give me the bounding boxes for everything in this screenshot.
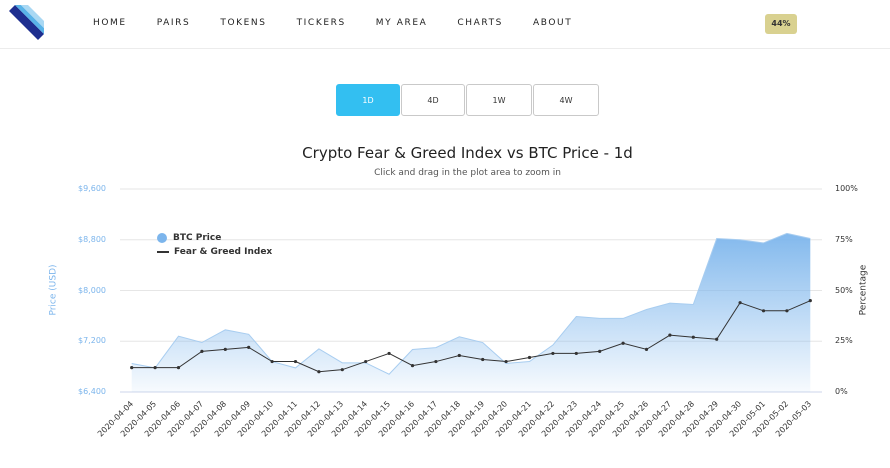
nav-pairs[interactable]: PAIRS <box>156 18 191 28</box>
y-tick-left: $6,400 <box>78 387 106 396</box>
range-1d-button[interactable]: 1D <box>336 84 400 116</box>
fear-greed-point <box>176 366 181 370</box>
logo-icon[interactable] <box>6 5 44 43</box>
nav-about[interactable]: ABOUT <box>532 18 573 28</box>
y-tick-left: $8,000 <box>78 285 106 295</box>
fear-greed-point <box>691 335 695 339</box>
fear-greed-point <box>223 347 227 351</box>
fear-greed-point <box>247 345 251 349</box>
fear-greed-point <box>153 366 157 370</box>
legend-item-fng[interactable]: Fear & Greed Index <box>157 245 272 259</box>
fear-greed-point <box>644 347 649 351</box>
legend-btc-label: BTC Price <box>173 233 222 243</box>
fear-greed-point <box>130 366 134 370</box>
y-tick-right: 0% <box>835 387 848 396</box>
fear-greed-line <box>131 300 811 373</box>
fear-greed-point <box>504 359 508 364</box>
fear-greed-point <box>434 359 438 364</box>
fear-greed-point <box>481 357 485 362</box>
y-tick-left: $7,200 <box>78 336 106 346</box>
fear-greed-point <box>621 341 625 345</box>
range-4d-button[interactable]: 4D <box>401 84 465 116</box>
y-tick-left: $8,800 <box>78 234 106 244</box>
y-axis-left-title: Price (USD) <box>48 264 59 316</box>
y-tick-left: $9,600 <box>78 184 106 193</box>
legend-fng-marker <box>157 251 169 253</box>
chart-title: Crypto Fear & Greed Index vs BTC Price -… <box>302 144 633 162</box>
fear-greed-point <box>785 309 789 313</box>
fear-greed-point <box>200 349 204 353</box>
y-axis-right-title: Percentage <box>858 264 869 316</box>
fear-greed-point <box>808 299 812 303</box>
fear-greed-point <box>293 359 298 364</box>
legend-btc-marker <box>157 233 167 243</box>
fear-greed-point <box>668 333 672 337</box>
nav-charts[interactable]: CHARTS <box>457 18 503 28</box>
btc-price-line <box>131 232 811 375</box>
nav-tokens[interactable]: TOKENS <box>220 18 267 28</box>
fear-greed-point <box>340 368 344 372</box>
chart-plot-area[interactable] <box>0 180 890 468</box>
fear-greed-point <box>738 301 742 305</box>
nav-tickers[interactable]: TICKERS <box>296 18 346 28</box>
legend-item-btc[interactable]: BTC Price <box>157 231 272 245</box>
fear-greed-point <box>387 351 391 356</box>
fear-greed-point <box>410 364 415 368</box>
fear-greed-point <box>457 353 461 358</box>
top-navbar: HOME PAIRS TOKENS TICKERS MY AREA CHARTS… <box>0 0 890 49</box>
nav-my-area[interactable]: MY AREA <box>375 18 428 28</box>
main-menu: HOME PAIRS TOKENS TICKERS MY AREA CHARTS… <box>93 18 602 28</box>
y-tick-right: 50% <box>835 285 853 295</box>
y-tick-right: 100% <box>835 184 858 193</box>
fear-greed-point <box>598 349 602 353</box>
fear-greed-point <box>270 359 274 364</box>
fear-greed-badge[interactable]: 44% <box>765 14 797 34</box>
range-1w-button[interactable]: 1W <box>466 84 532 116</box>
fear-greed-point <box>574 351 578 356</box>
fear-greed-point <box>761 309 766 313</box>
chart-subtitle: Click and drag in the plot area to zoom … <box>374 168 561 178</box>
legend-fng-label: Fear & Greed Index <box>174 247 273 257</box>
fear-greed-point <box>364 359 368 364</box>
fear-greed-point <box>317 370 321 374</box>
y-tick-right: 75% <box>835 234 853 244</box>
fear-greed-point <box>551 351 555 356</box>
btc-price-area <box>131 233 811 392</box>
nav-home[interactable]: HOME <box>93 18 127 28</box>
chart-legend: BTC Price Fear & Greed Index <box>157 231 272 259</box>
y-tick-right: 25% <box>835 336 853 346</box>
fear-greed-point <box>715 337 719 341</box>
range-4w-button[interactable]: 4W <box>533 84 599 116</box>
fear-greed-point <box>527 355 532 360</box>
